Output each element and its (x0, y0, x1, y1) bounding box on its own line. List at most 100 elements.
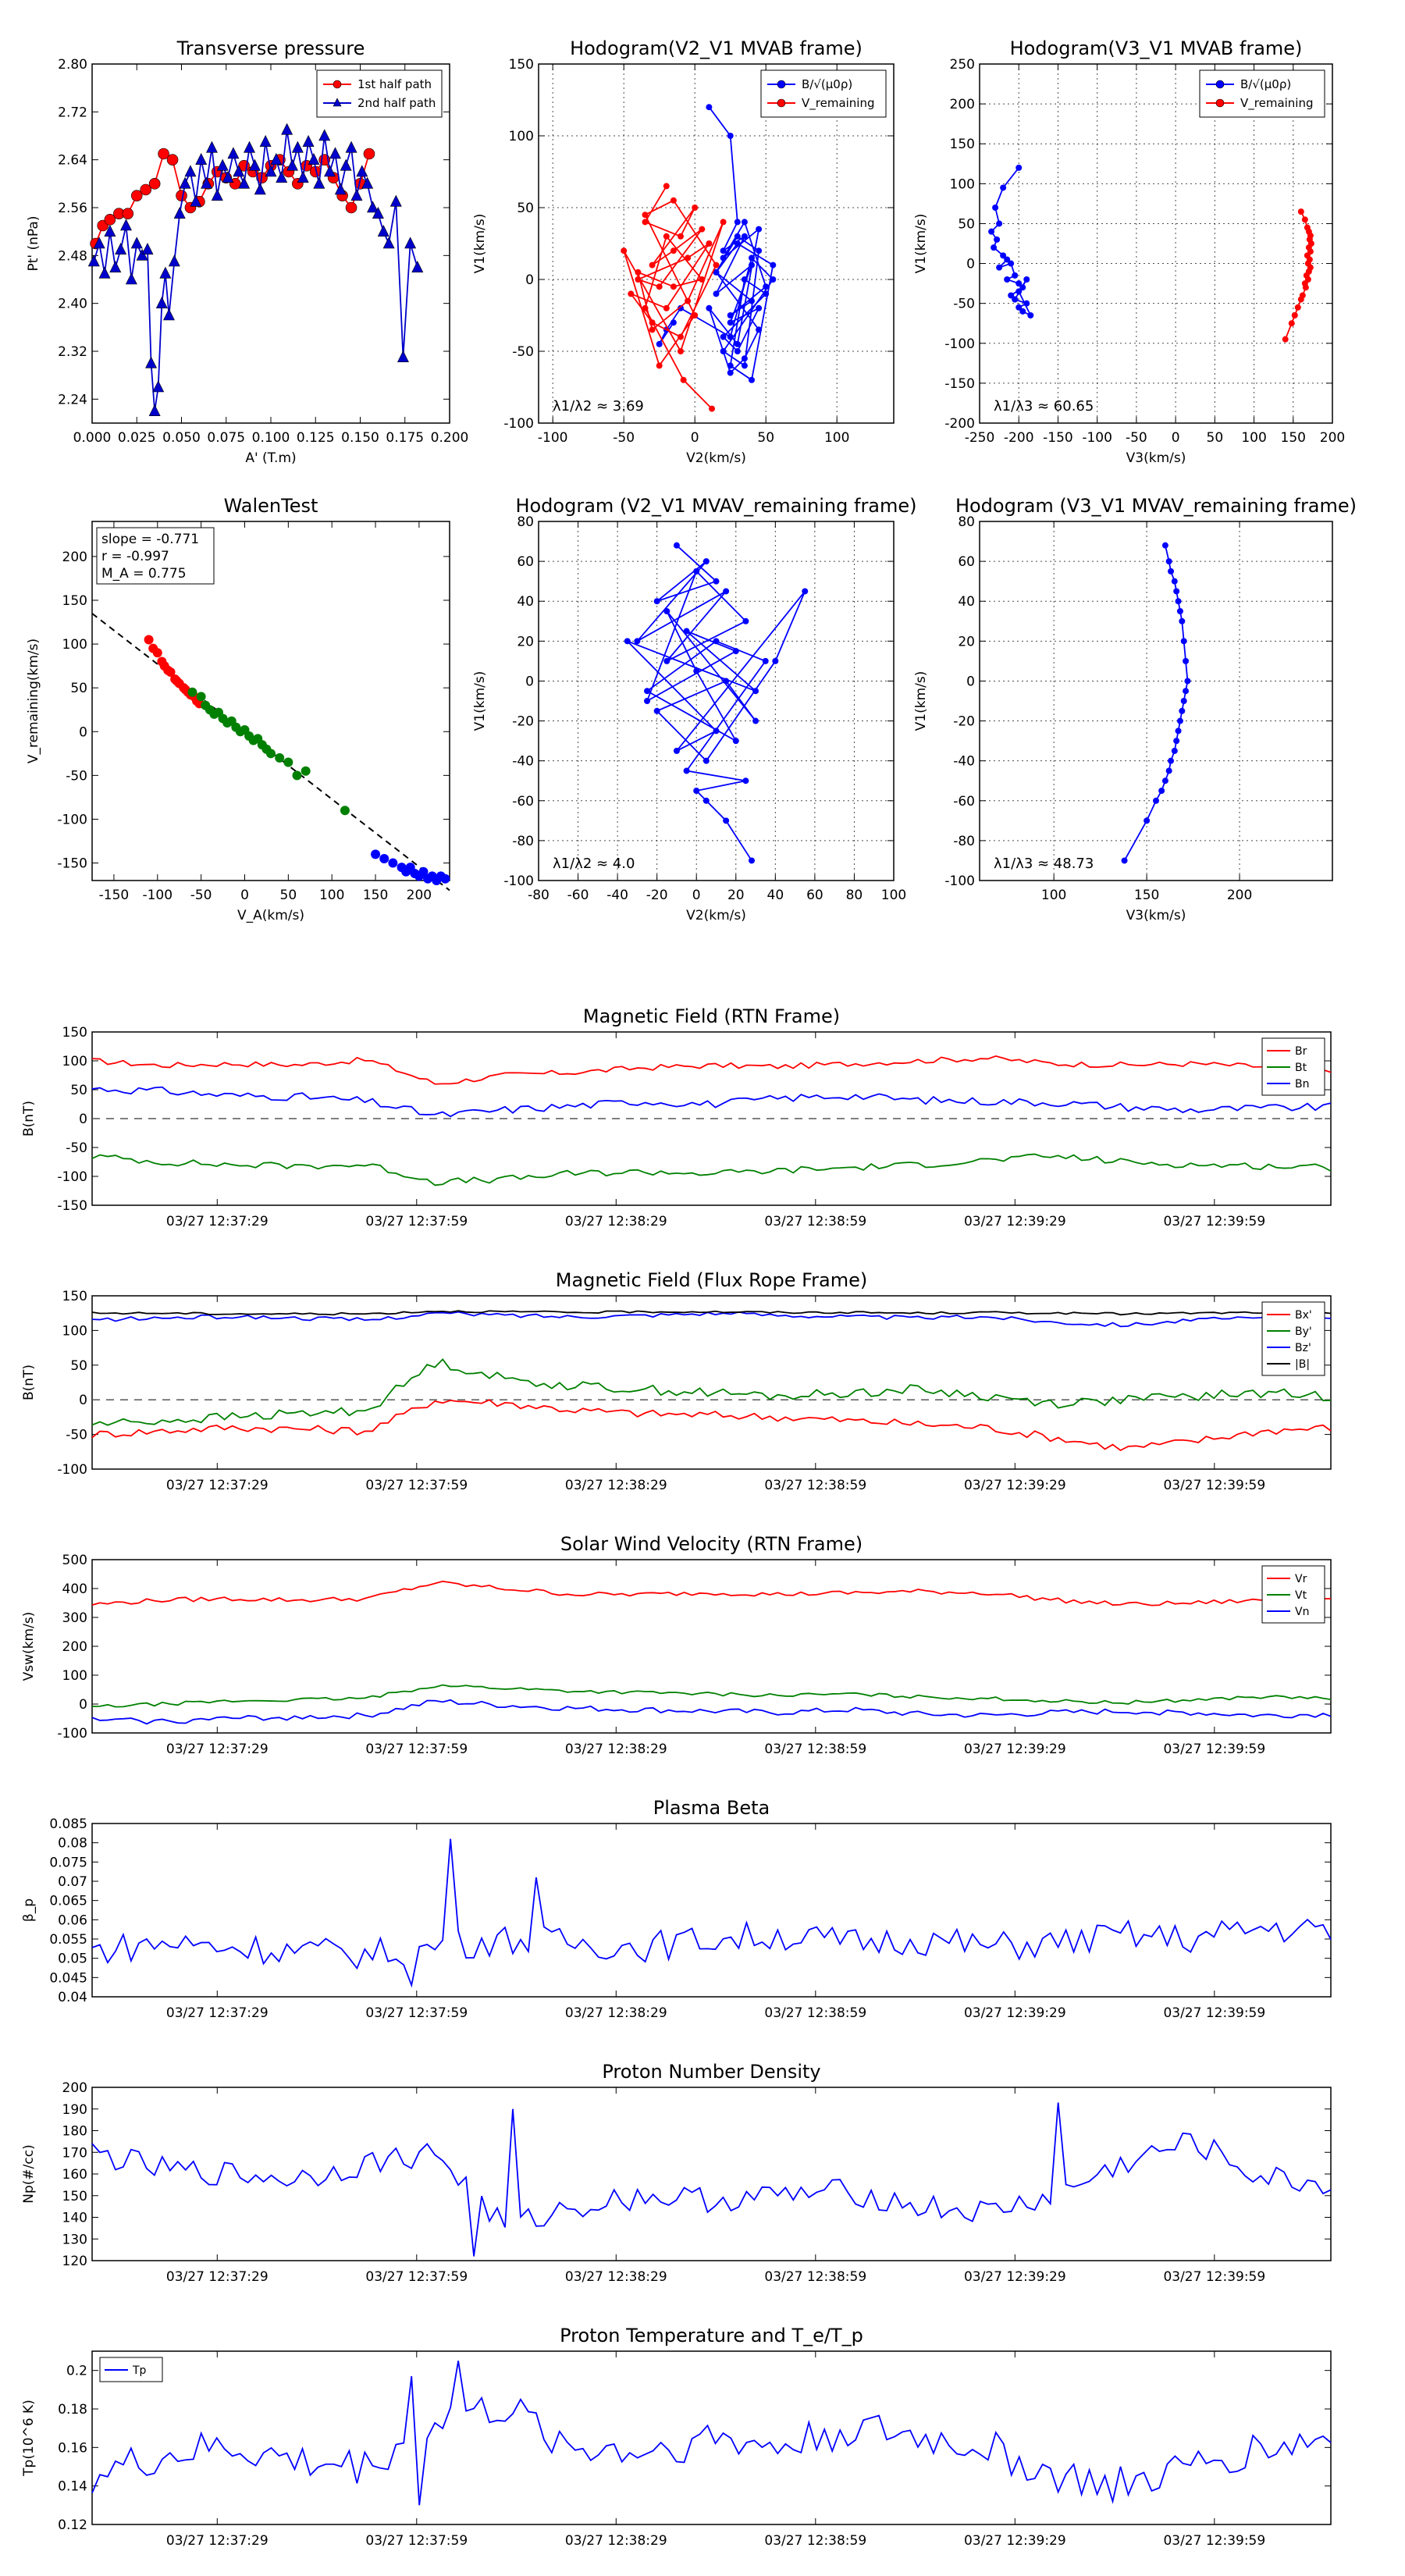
x-tick-label: 0 (691, 430, 699, 446)
chart-title: Magnetic Field (RTN Frame) (583, 1005, 840, 1027)
x-tick-label: 40 (767, 888, 784, 903)
y-tick-label: 0.06 (58, 1912, 87, 1928)
chart-density: 120 130 140 150 160 170 180 190 200 Proton Number… (21, 2061, 1332, 2285)
data-point (663, 304, 670, 311)
data-point (720, 348, 727, 354)
data-point-triangle (173, 206, 186, 219)
series-line (627, 545, 806, 861)
data-point (1291, 312, 1298, 318)
plot-frame (538, 63, 895, 424)
y-tick-label: -150 (944, 376, 975, 392)
x-tick-label: 03/27 12:37:29 (166, 2533, 269, 2549)
x-tick-label: 03/27 12:39:59 (1163, 2269, 1265, 2285)
data-point (763, 290, 770, 297)
data-point (693, 788, 700, 794)
data-point (749, 857, 755, 864)
x-axis-label: A' (T.m) (245, 450, 296, 466)
x-tick-label: 03/27 12:38:59 (764, 1478, 866, 1493)
data-point (1184, 678, 1191, 685)
y-tick-label: 300 (62, 1610, 87, 1626)
data-point-triangle (333, 98, 342, 107)
data-point (1297, 296, 1304, 303)
x-axis-label: V3(km/s) (1126, 908, 1186, 923)
x-tick-label: 03/27 12:38:59 (764, 2269, 866, 2285)
data-point (1179, 707, 1186, 714)
data-point (1173, 738, 1180, 745)
y-tick-label: 0 (966, 257, 975, 272)
y-tick-label: 0.085 (49, 1816, 87, 1832)
y-tick-label: 0.045 (49, 1970, 87, 1986)
ratio-annotation: λ1/λ2 ≈ 3.69 (553, 398, 644, 415)
y-tick-label: 20 (958, 634, 975, 649)
y-tick-label: 2.56 (58, 201, 87, 216)
data-point-triangle (291, 141, 304, 153)
y-tick-label: 0.04 (58, 1990, 87, 2005)
data-point-triangle (222, 170, 234, 183)
series-line (93, 130, 418, 411)
data-point (685, 254, 692, 262)
x-tick-label: 0.175 (386, 430, 424, 446)
legend-label: Vt (1295, 1589, 1307, 1602)
data-point (642, 219, 649, 226)
data-point-triangle (125, 272, 137, 285)
data-point (1171, 747, 1178, 754)
chart-beta: 0.04 0.045 0.05 0.055 0.06 0.065 0.07 0.075 0.08… (21, 1797, 1332, 2021)
data-point (680, 376, 687, 383)
data-point-triangle (270, 152, 283, 165)
data-point (1176, 608, 1183, 614)
stats-label: slope = -0.771 (101, 532, 199, 547)
y-tick-label: 170 (62, 2145, 87, 2161)
data-point (734, 348, 741, 354)
data-point-triangle (159, 266, 172, 279)
data-point (742, 617, 749, 624)
legend-label: Bt (1295, 1062, 1307, 1074)
y-tick-label: -40 (953, 754, 975, 770)
data-point (1179, 617, 1186, 624)
data-point (683, 628, 690, 635)
series-line-Bn (91, 1086, 1332, 1118)
data-point (702, 797, 710, 804)
stats-label: r = -0.997 (101, 549, 169, 564)
stats-box (96, 527, 215, 585)
x-tick-label: 03/27 12:39:29 (964, 2533, 1066, 2549)
data-point-triangle (148, 404, 161, 416)
data-point (333, 80, 342, 89)
data-point (642, 212, 649, 219)
data-point (772, 657, 779, 664)
chart-velocity: -100 0 100 200 300 400 500 Solar Wind Velocity … (21, 1533, 1332, 1757)
data-point-triangle (179, 176, 191, 189)
x-tick-label: 03/27 12:38:29 (565, 1478, 667, 1493)
y-tick-label: 2.80 (58, 57, 87, 73)
y-tick-label: 0 (79, 1112, 87, 1127)
data-point-triangle (276, 170, 288, 183)
data-point (732, 738, 739, 745)
legend-box (1199, 69, 1325, 118)
data-point-triangle (201, 176, 213, 189)
data-point (756, 247, 763, 254)
data-point (624, 638, 631, 645)
legend-label: 2nd half path (357, 96, 436, 110)
data-point-triangle (233, 165, 245, 177)
data-point (663, 608, 670, 614)
y-tick-label: -100 (944, 336, 975, 352)
plot-frame (91, 2350, 1332, 2525)
x-tick-label: -200 (1004, 430, 1034, 446)
x-tick-label: 03/27 12:38:59 (764, 1742, 866, 1757)
chart-title: Transverse pressure (176, 37, 365, 59)
data-point (152, 648, 162, 658)
y-tick-label: 40 (517, 594, 534, 610)
y-tick-label: 200 (950, 97, 975, 112)
data-point (644, 698, 651, 704)
series-line-By' (91, 1357, 1332, 1426)
plot-frame (91, 1295, 1332, 1470)
data-point (1008, 292, 1015, 299)
x-tick-label: 0.125 (297, 430, 335, 446)
plot-frame (91, 63, 450, 424)
data-point (713, 578, 720, 585)
y-tick-label: 250 (950, 57, 975, 73)
data-point (699, 226, 706, 233)
y-tick-label: 140 (62, 2211, 87, 2226)
data-point (702, 757, 710, 764)
data-point (140, 183, 151, 196)
data-point (165, 667, 176, 677)
